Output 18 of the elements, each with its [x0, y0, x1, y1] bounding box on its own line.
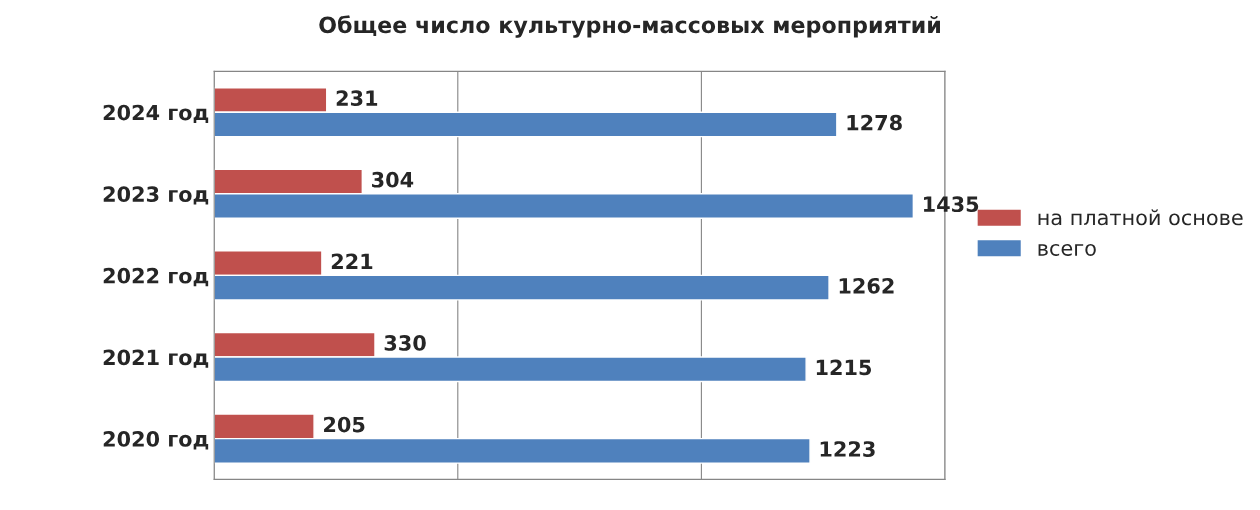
- legend-label: на платной основе: [1038, 209, 1243, 226]
- data-label: 205: [324, 416, 365, 433]
- data-label: 1223: [820, 441, 875, 457]
- data-label: 231: [336, 90, 378, 106]
- legend-label: всего: [1038, 243, 1096, 256]
- y-tick-label: 2022 год: [103, 267, 209, 287]
- data-label: 1278: [847, 114, 902, 131]
- y-tick-label: 2023 год: [103, 186, 209, 205]
- data-label: 1215: [816, 359, 872, 376]
- y-tick-label: 2020 год: [103, 431, 209, 450]
- data-label: 304: [372, 171, 414, 188]
- data-label: 1435: [924, 196, 979, 213]
- data-label: 1262: [839, 277, 894, 294]
- y-tick-label: 2021 год: [103, 349, 209, 368]
- data-label: 330: [384, 335, 426, 351]
- chart-title: Общее число культурно-массовых мероприятий: [319, 15, 940, 38]
- data-label: 221: [331, 253, 373, 269]
- y-tick-label: 2024 год: [103, 104, 209, 123]
